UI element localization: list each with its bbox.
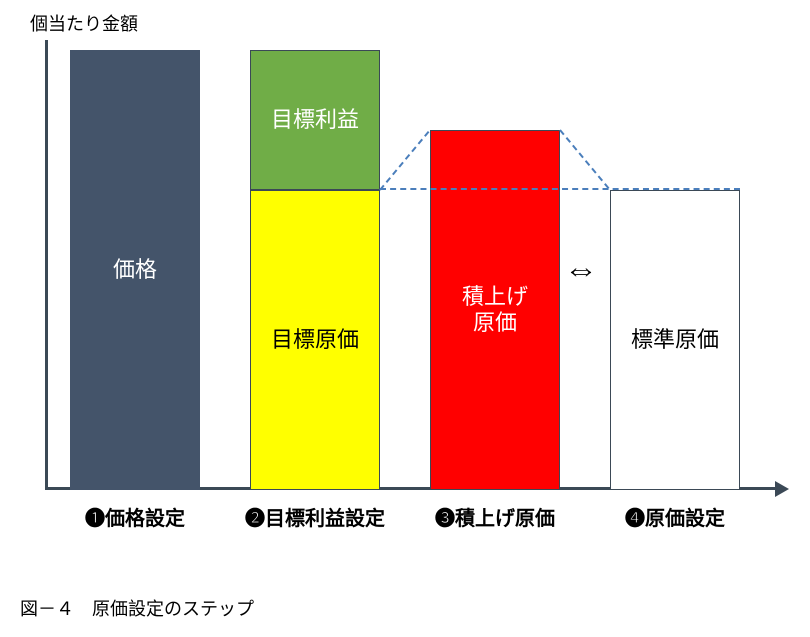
figure-caption: 図－４ 原価設定のステップ [20, 595, 254, 621]
bar-1-seg-1-label: 価格 [113, 257, 157, 283]
bar-2-seg-2: 目標原価 [250, 190, 380, 490]
dashed-level-line [380, 188, 740, 190]
x-label-1: ❶価格設定 [70, 502, 200, 531]
x-label-3: ❸積上げ原価 [420, 502, 570, 531]
bar-1-seg-1: 価格 [70, 50, 200, 490]
bar-2-seg-2-label: 目標原価 [271, 327, 359, 353]
chart-area: 個当たり金額 価格 目標利益 目標原価 積上げ 原価 [30, 10, 790, 540]
bar-1: 価格 [70, 50, 200, 490]
bar-2: 目標利益 目標原価 [250, 50, 380, 490]
compare-arrow-symbol: ⇔ [564, 251, 598, 289]
bars-container: 価格 目標利益 目標原価 積上げ 原価 標準原価 [45, 42, 775, 490]
x-axis-arrow-icon [775, 481, 789, 497]
dashed-connector-1 [380, 42, 430, 490]
bar-2-seg-1-label: 目標利益 [271, 107, 359, 133]
compare-arrow-icon: ⇔ [564, 251, 598, 290]
x-label-2: ❷目標利益設定 [235, 502, 395, 531]
y-axis-label: 個当たり金額 [30, 10, 138, 36]
bar-3-seg-1-label: 積上げ 原価 [462, 284, 528, 337]
bar-4-seg-1: 標準原価 [610, 190, 740, 490]
x-label-4: ❹原価設定 [610, 502, 740, 531]
bar-3: 積上げ 原価 [430, 130, 560, 490]
bar-2-seg-1: 目標利益 [250, 50, 380, 190]
bar-4-seg-1-label: 標準原価 [631, 327, 719, 353]
bar-3-seg-1: 積上げ 原価 [430, 130, 560, 490]
bar-4: 標準原価 [610, 190, 740, 490]
